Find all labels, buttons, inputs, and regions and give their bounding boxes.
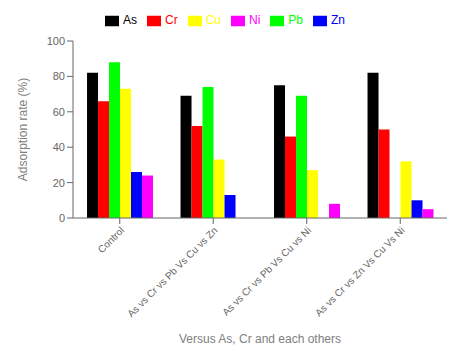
svg-text:40: 40 xyxy=(53,141,65,153)
svg-text:60: 60 xyxy=(53,106,65,118)
html-text:Pb: Pb xyxy=(288,13,303,27)
svg-text:As vs Cr vs Pb Vs Cu vs Zn: As vs Cr vs Pb Vs Cu vs Zn xyxy=(125,225,220,320)
svg-text:As vs Cr vs Pb Vs Cu vs Ni: As vs Cr vs Pb Vs Cu vs Ni xyxy=(220,225,313,318)
html-text:Cr: Cr xyxy=(165,13,178,27)
svg-text:80: 80 xyxy=(53,70,65,82)
html-text:Cu: Cu xyxy=(205,13,221,27)
html-text:Zn: Zn xyxy=(331,13,345,27)
html-text:As: As xyxy=(123,13,137,27)
svg-text:As vs Cr vs Zn Vs Cu Vs Ni: As vs Cr vs Zn Vs Cu Vs Ni xyxy=(313,225,407,319)
svg-text:20: 20 xyxy=(53,177,65,189)
svg-text:0: 0 xyxy=(59,212,65,224)
svg-text:100: 100 xyxy=(47,35,65,47)
svg-text:Versus As, Cr and each others: Versus As, Cr and each others xyxy=(179,332,341,346)
svg-text:Control: Control xyxy=(96,225,127,256)
svg-text:Adsorption rate (%): Adsorption rate (%) xyxy=(16,78,30,181)
html-text:Ni: Ni xyxy=(249,13,261,27)
